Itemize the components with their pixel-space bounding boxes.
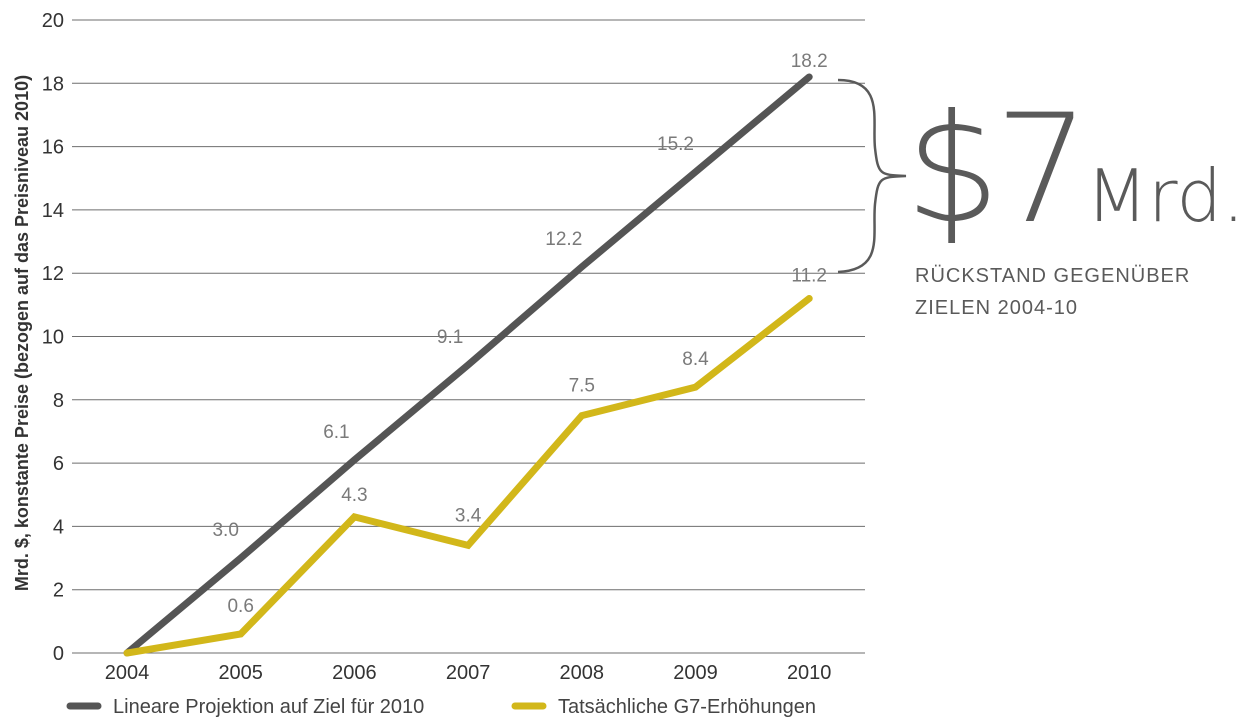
- data-label: 0.6: [227, 596, 253, 617]
- y-tick-label: 16: [42, 137, 64, 159]
- y-tick-label: 2: [53, 580, 64, 602]
- y-tick-label: 12: [42, 263, 64, 285]
- data-labels: 3.0 6.1 9.1 12.2 15.2 18.2 0.6 4.3 3.4 7.5 8.4 11.2: [212, 51, 827, 617]
- data-label: 7.5: [569, 376, 595, 397]
- x-tick-label: 2009: [673, 662, 718, 684]
- legend-label: Tatsächliche G7-Erhöhungen: [558, 696, 816, 717]
- y-tick-label: 10: [42, 327, 64, 349]
- x-tick-label: 2005: [218, 662, 263, 684]
- y-tick-label: 6: [53, 453, 64, 475]
- x-tick-label: 2007: [446, 662, 491, 684]
- series-lines: [123, 73, 813, 657]
- y-axis-label: Mrd. $, konstante Preise (bezogen auf da…: [12, 75, 32, 591]
- y-tick-labels: 0 2 4 6 8 10 12 14 16 18 20: [42, 10, 64, 665]
- legend: Lineare Projektion auf Ziel für 2010 Tats…: [66, 696, 816, 717]
- data-label: 6.1: [323, 422, 349, 443]
- data-label: 8.4: [682, 349, 709, 370]
- x-tick-label: 2010: [787, 662, 832, 684]
- y-tick-label: 0: [53, 643, 64, 665]
- gap-callout: $7Mrd. RÜCKSTAND GEGENÜBER ZIELEN 2004-1…: [905, 95, 1243, 319]
- data-label: 4.3: [341, 485, 367, 506]
- gap-amount: $7Mrd.: [905, 95, 1243, 245]
- data-label: 18.2: [791, 51, 828, 72]
- x-tick-label: 2008: [560, 662, 605, 684]
- gap-amount-value: $7: [905, 83, 1090, 257]
- y-tick-label: 8: [53, 390, 64, 412]
- gap-caption-line-2: ZIELEN 2004-10: [915, 297, 1078, 319]
- gap-caption-line-1: RÜCKSTAND GEGENÜBER: [915, 265, 1191, 287]
- data-label: 3.0: [212, 520, 238, 541]
- y-tick-label: 20: [42, 10, 64, 32]
- y-tick-label: 4: [53, 516, 64, 538]
- gridlines: [72, 19, 865, 654]
- y-tick-label: 14: [42, 200, 64, 222]
- gap-brace: [837, 78, 907, 274]
- data-label: 12.2: [545, 229, 582, 250]
- y-tick-label: 18: [42, 73, 64, 95]
- legend-label: Lineare Projektion auf Ziel für 2010: [113, 696, 424, 717]
- x-tick-label: 2006: [332, 662, 377, 684]
- x-tick-label: 2004: [105, 662, 150, 684]
- data-label: 3.4: [455, 505, 482, 526]
- gap-caption: RÜCKSTAND GEGENÜBER ZIELEN 2004-10: [915, 260, 1190, 324]
- data-label: 9.1: [437, 327, 463, 348]
- x-tick-labels: 2004 2005 2006 2007 2008 2009 2010: [105, 662, 832, 684]
- data-label: 11.2: [791, 266, 827, 287]
- gap-amount-unit: Mrd.: [1085, 154, 1243, 238]
- data-label: 15.2: [657, 134, 694, 155]
